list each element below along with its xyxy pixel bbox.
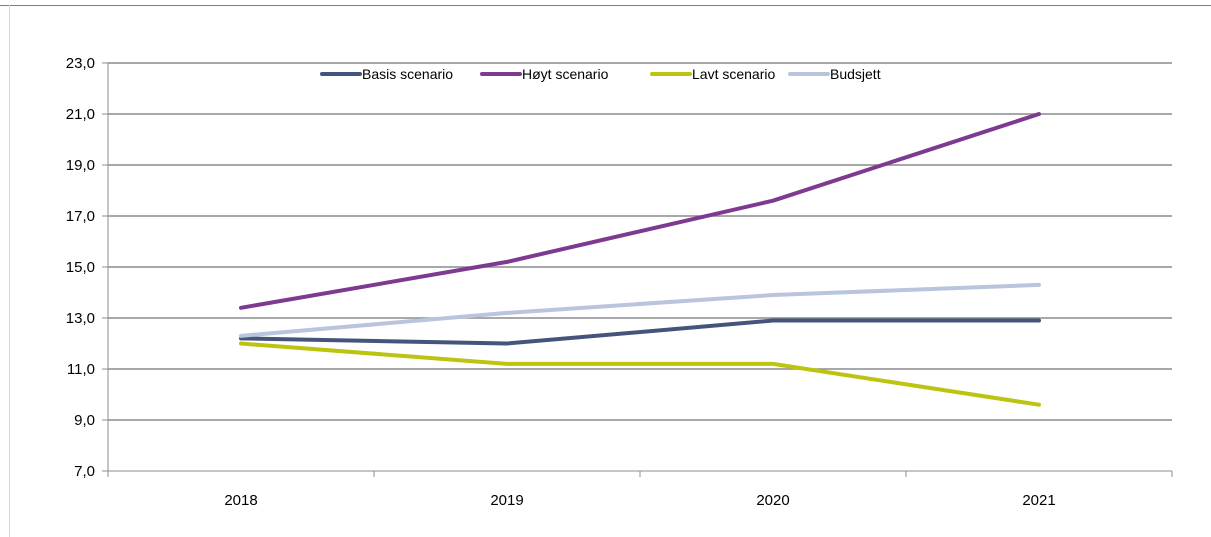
series-line bbox=[239, 282, 1041, 338]
y-tick-label: 19,0 bbox=[66, 157, 95, 174]
frame-left-border bbox=[9, 5, 10, 537]
frame-top-border bbox=[0, 5, 1211, 6]
x-tick-label: 2019 bbox=[490, 492, 523, 509]
legend-label: Lavt scenario bbox=[692, 66, 775, 82]
y-tick-label: 11,0 bbox=[67, 361, 95, 378]
y-tick-label: 21,0 bbox=[66, 106, 95, 123]
legend-label: Basis scenario bbox=[362, 66, 453, 82]
y-tick-label: 7,0 bbox=[74, 463, 95, 480]
series-line bbox=[239, 341, 1041, 407]
y-tick-label: 9,0 bbox=[74, 412, 95, 429]
x-tick-label: 2021 bbox=[1022, 492, 1055, 509]
series-line bbox=[239, 318, 1041, 346]
y-tick-label: 23,0 bbox=[66, 55, 95, 72]
series-line bbox=[239, 112, 1041, 310]
x-tick-label: 2020 bbox=[756, 492, 789, 509]
y-tick-label: 17,0 bbox=[66, 208, 95, 225]
legend-label: Høyt scenario bbox=[522, 66, 609, 82]
y-tick-label: 15,0 bbox=[66, 259, 95, 276]
legend-label: Budsjett bbox=[830, 66, 881, 82]
y-tick-label: 13,0 bbox=[66, 310, 95, 327]
x-tick-label: 2018 bbox=[224, 492, 257, 509]
